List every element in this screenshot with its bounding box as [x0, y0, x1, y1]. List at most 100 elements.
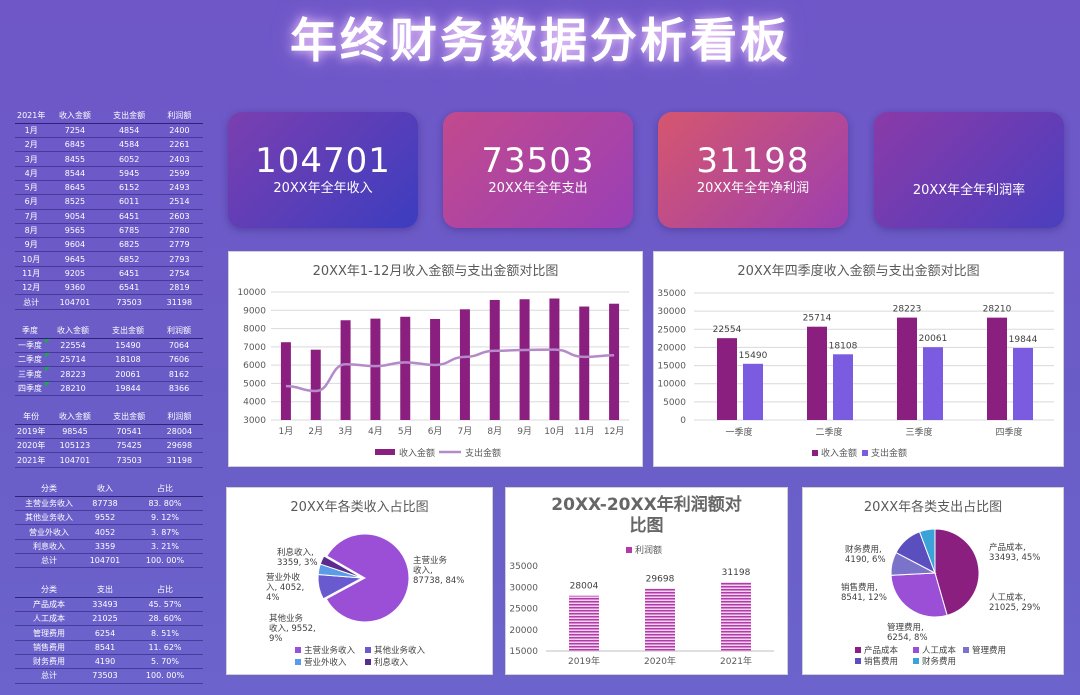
table-header-cell: 占比 [127, 482, 203, 497]
table-cell: 12月 [15, 280, 48, 296]
legend-swatch-income [375, 449, 395, 455]
table-cell: 主营业务收入 [15, 496, 83, 512]
bar-income [807, 326, 827, 420]
profit-chart: 利润额 35000 30000 25000 20000 15000 28004 2019年 29… [509, 544, 774, 667]
table-cell: 15490 [101, 338, 155, 354]
table-row: 财务费用 4190 5. 70% [15, 654, 203, 670]
data-label: 19844 [1009, 335, 1038, 345]
chart-title: 20XX年四季度收入金额与支出金额对比图 [737, 264, 980, 279]
table-cell: 2793 [155, 251, 203, 267]
kpi-card-expense: 73503 20XX年全年支出 [443, 112, 633, 228]
data-label: 入, 4052, [266, 583, 304, 593]
table-header-cell: 年份 [15, 410, 48, 425]
table-cell: 销售费用 [15, 640, 83, 655]
legend-swatch-expense [862, 450, 868, 456]
expense-pie-panel: 20XX年各类支出占比图 产品成本, 33493, 45% 人工成本, 21025, … [802, 487, 1064, 675]
table-cell: 21025 [83, 611, 127, 627]
legend-swatch [963, 647, 969, 653]
table-row: 11月 9205 6451 2754 [15, 266, 203, 282]
legend-swatch [913, 658, 919, 664]
table-row: 7月 9054 6451 2603 [15, 209, 203, 224]
table-cell: 75425 [102, 438, 156, 454]
table-cell: 1月 [15, 123, 48, 139]
table-cell: 3月 [15, 151, 48, 167]
table-cell: 2月 [15, 137, 48, 153]
table-header-cell: 支出 [83, 583, 127, 598]
legend-label: 财务费用 [922, 656, 956, 667]
table-cell: 73503 [83, 668, 127, 684]
legend-label: 营业外收入 [304, 657, 347, 668]
table-cell: 营业外收入 [15, 524, 83, 540]
table-row: 9月 9604 6825 2779 [15, 237, 203, 253]
data-label: 9% [269, 634, 283, 644]
table-row: 营业外收入 4052 3. 87% [15, 524, 203, 540]
bar-expense [923, 347, 943, 420]
table-cell: 总计 [15, 668, 83, 684]
data-label: 29698 [646, 575, 675, 585]
table-cell: 6541 [102, 280, 156, 296]
bar-income [519, 299, 530, 420]
dashboard-title: 年终财务数据分析看板 [290, 14, 790, 69]
x-tick-label: 11月 [574, 426, 594, 437]
data-label: 28210 [983, 305, 1012, 315]
chart-title-line: 20XX-20XX年利润额对 [551, 495, 742, 515]
monthly-table: 2021年 收入金额 支出金额 利润额 1月 7254 4854 2400 2月 6845 4584… [15, 109, 203, 310]
table-row: 2019年 98545 70541 28004 [15, 424, 203, 440]
bar-income [340, 320, 351, 420]
table-cell: 70541 [102, 424, 156, 440]
table-cell: 5. 70% [127, 654, 203, 670]
table-header-row: 2021年 收入金额 支出金额 利润额 [15, 109, 203, 124]
table-cell: 100. 00% [127, 668, 203, 684]
x-tick-label: 2019年 [568, 655, 600, 667]
table-header-row: 季度 收入金额 支出金额 利润额 [15, 324, 203, 339]
table-cell: 8541 [83, 640, 127, 655]
table-row: 三季度 28223 20061 8162 [15, 366, 203, 382]
table-cell: 4月 [15, 166, 48, 181]
table-cell: 45. 57% [127, 597, 203, 613]
table-cell: 11月 [15, 266, 48, 282]
x-tick-label: 4月 [368, 426, 383, 437]
bar-income [370, 318, 381, 420]
table-row: 管理费用 6254 8. 51% [15, 625, 203, 641]
chart-title: 20XX年各类收入占比图 [290, 500, 429, 515]
table-cell: 财务费用 [15, 654, 83, 670]
table-cell: 73503 [102, 452, 156, 468]
table-cell: 6011 [102, 194, 156, 210]
table-cell: 2400 [155, 123, 203, 139]
table-cell: 11. 62% [127, 640, 203, 655]
income-pie-chart: 主营业务收入,87738, 84% 其他业务收入, 9552,9% 营业外收入, 4… [266, 533, 464, 668]
y-tick-label: 7000 [243, 343, 266, 353]
table-cell: 4190 [83, 654, 127, 670]
y-tick-label: 30000 [657, 307, 686, 317]
table-cell: 22554 [45, 338, 101, 354]
kpi-card-income: 104701 20XX年全年收入 [228, 112, 418, 228]
bar-income [897, 317, 917, 420]
table-cell: 6月 [15, 194, 48, 210]
table-cell: 28. 60% [127, 611, 203, 627]
legend-swatch [913, 647, 919, 653]
table-cell: 6852 [102, 251, 156, 267]
y-tick-label: 15000 [657, 362, 686, 372]
data-label: 其他业务 [269, 613, 304, 624]
table-cell: 三季度 [15, 366, 45, 382]
kpi-label: 20XX年全年收入 [273, 181, 373, 196]
table-cell: 28223 [45, 366, 101, 382]
table-cell: 28004 [155, 424, 203, 440]
table-cell: 2021年 [15, 452, 48, 468]
table-cell: 18108 [101, 352, 155, 368]
table-cell: 2780 [155, 223, 203, 239]
data-label: 营业外收 [266, 572, 301, 583]
legend-swatch-income [812, 450, 818, 456]
y-tick-label: 0 [680, 416, 686, 426]
x-tick-label: 三季度 [905, 426, 932, 438]
table-cell: 6825 [102, 237, 156, 253]
table-cell: 6052 [102, 151, 156, 167]
table-cell: 31198 [155, 294, 203, 310]
bar-income [489, 299, 500, 420]
table-row: 一季度 22554 15490 7064 [15, 338, 203, 354]
y-tick-label: 3000 [243, 416, 266, 426]
table-cell: 31198 [155, 452, 203, 468]
y-tick-label: 5000 [663, 398, 686, 408]
legend-label: 其他业务收入 [374, 645, 426, 656]
table-cell: 其他业务收入 [15, 510, 83, 526]
